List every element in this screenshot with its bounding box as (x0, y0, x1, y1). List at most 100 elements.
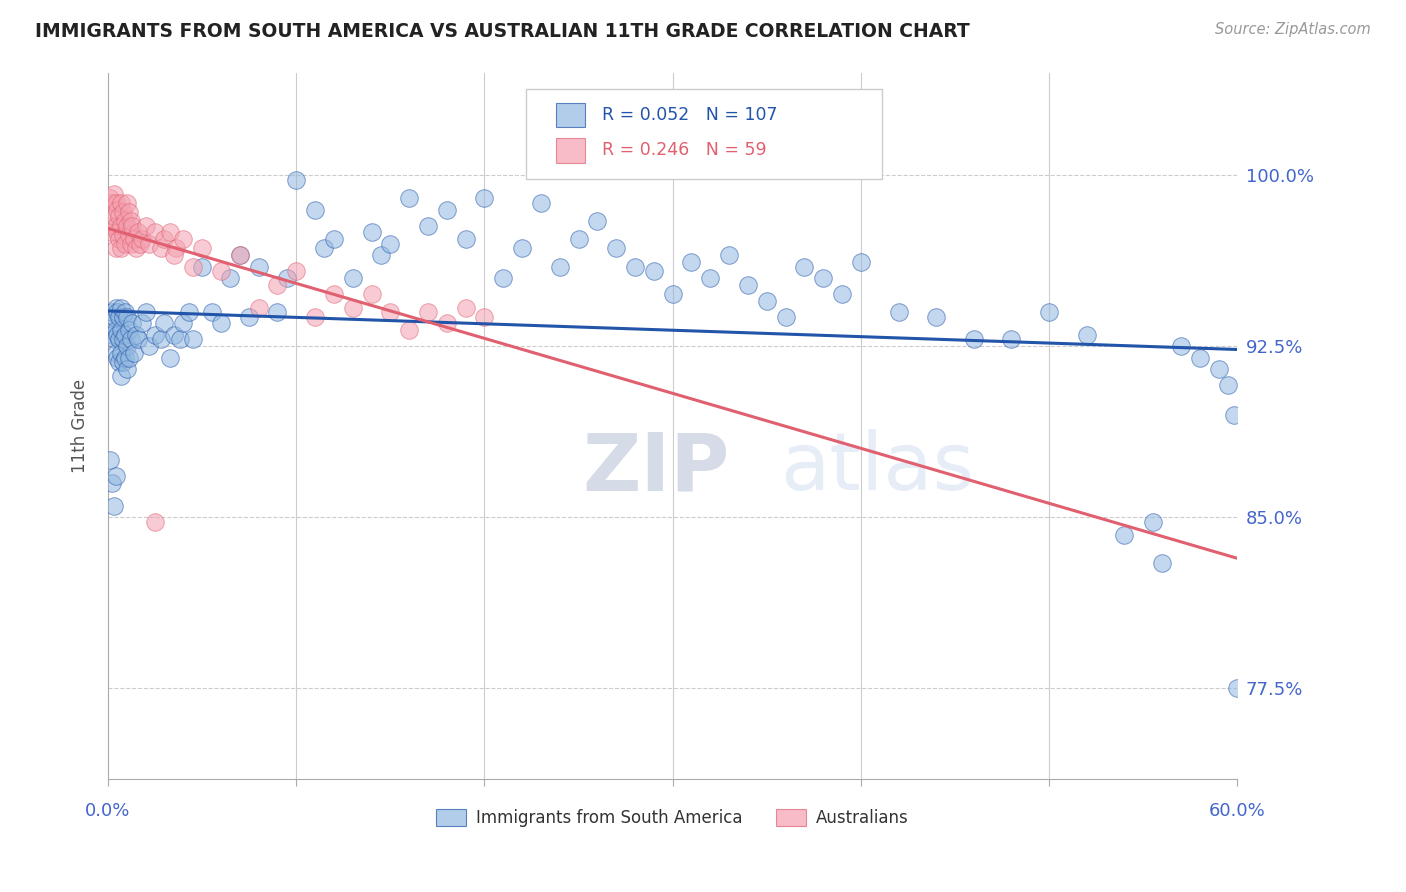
Point (436, 202, 458, 217)
Point (1000, 333, 1022, 347)
Point (605, 241, 627, 255)
Point (1114, 528, 1136, 542)
Point (322, 286, 344, 301)
Point (143, 226, 166, 240)
Point (149, 333, 172, 347)
Point (120, 236, 142, 251)
Point (108, 333, 131, 347)
Point (112, 355, 135, 369)
Point (304, 202, 326, 217)
Point (149, 241, 172, 255)
Point (963, 333, 986, 347)
Point (314, 241, 336, 255)
Point (125, 241, 148, 255)
Text: ZIP: ZIP (582, 429, 730, 508)
Point (124, 346, 146, 360)
Point (104, 346, 127, 360)
Point (120, 333, 142, 347)
Point (104, 469, 127, 483)
Point (276, 271, 298, 285)
Point (181, 333, 204, 347)
Point (1222, 408, 1244, 422)
Legend: Immigrants from South America, Australians: Immigrants from South America, Australia… (430, 803, 915, 834)
Point (127, 226, 149, 240)
Point (108, 355, 131, 369)
Point (103, 210, 125, 224)
Point (103, 310, 125, 324)
Point (586, 214, 609, 228)
Point (285, 173, 308, 187)
Text: R = 0.246   N = 59: R = 0.246 N = 59 (602, 141, 766, 160)
Point (98, 453, 121, 467)
FancyBboxPatch shape (526, 88, 882, 179)
Point (1188, 351, 1211, 365)
Point (1208, 362, 1230, 376)
Point (135, 305, 157, 319)
Point (114, 327, 136, 342)
Point (104, 323, 127, 337)
Point (124, 232, 146, 246)
Point (159, 226, 181, 240)
Point (1226, 681, 1249, 695)
Point (138, 339, 160, 353)
Point (100, 475, 122, 490)
Point (925, 310, 948, 324)
Point (118, 323, 141, 337)
Point (114, 236, 136, 251)
Point (112, 333, 135, 347)
Point (169, 333, 191, 347)
Point (181, 260, 204, 274)
Point (229, 248, 252, 262)
Point (143, 515, 166, 529)
Point (1170, 339, 1192, 353)
Point (114, 214, 136, 228)
Point (454, 232, 477, 246)
Point (380, 236, 402, 251)
Point (398, 323, 420, 337)
Point (121, 219, 143, 233)
Point (110, 241, 132, 255)
Point (191, 260, 214, 274)
Point (831, 286, 853, 301)
Point (266, 305, 288, 319)
Y-axis label: 11th Grade: 11th Grade (72, 379, 89, 473)
Point (1150, 556, 1173, 570)
Point (107, 327, 129, 342)
Point (104, 219, 127, 233)
Point (238, 310, 260, 324)
Point (100, 305, 122, 319)
Point (165, 241, 187, 255)
Point (129, 236, 152, 251)
Point (887, 305, 910, 319)
Point (454, 301, 477, 315)
Point (98, 191, 121, 205)
Point (1038, 305, 1060, 319)
Point (103, 499, 125, 513)
Point (548, 260, 571, 274)
Point (474, 191, 496, 205)
Point (681, 255, 703, 269)
Point (104, 195, 127, 210)
Point (172, 232, 194, 246)
Point (135, 219, 157, 233)
Point (398, 191, 420, 205)
Point (110, 301, 132, 315)
Point (1076, 327, 1098, 342)
Point (104, 301, 127, 315)
Point (1216, 378, 1239, 392)
Point (107, 305, 129, 319)
Point (304, 310, 326, 324)
Point (110, 195, 132, 210)
Point (380, 305, 402, 319)
Point (138, 236, 160, 251)
Point (108, 210, 131, 224)
Text: Source: ZipAtlas.com: Source: ZipAtlas.com (1215, 22, 1371, 37)
Point (115, 339, 138, 353)
Point (103, 186, 125, 201)
Point (110, 346, 132, 360)
Point (172, 317, 194, 331)
Point (112, 227, 135, 242)
Point (114, 305, 136, 319)
Text: 60.0%: 60.0% (1209, 802, 1265, 820)
Point (510, 241, 533, 255)
